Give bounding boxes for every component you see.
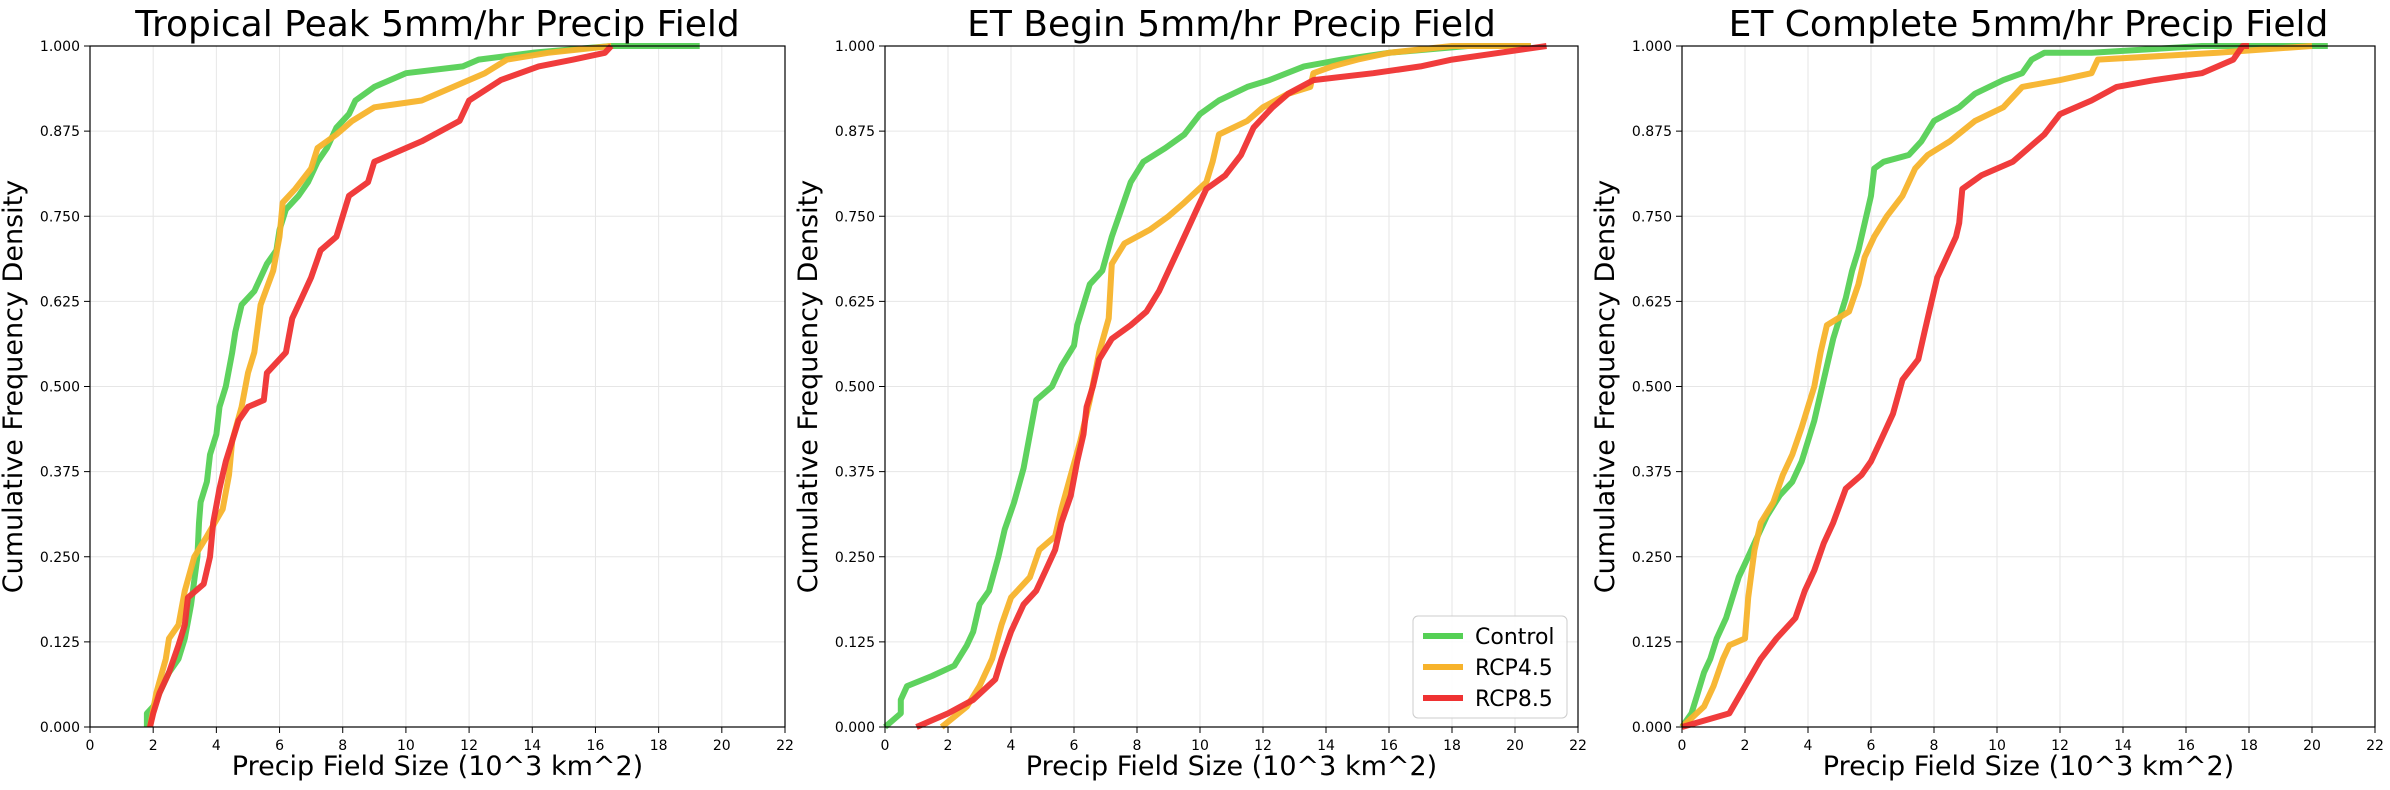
x-tick-label: 8	[1930, 738, 1939, 754]
x-axis-label: Precip Field Size (10^3 km^2)	[1026, 751, 1437, 782]
x-tick-label: 18	[650, 738, 668, 754]
x-tick-label: 6	[1867, 738, 1876, 754]
x-tick-label: 0	[86, 738, 95, 754]
x-tick-label: 14	[2114, 738, 2132, 754]
x-tick-label: 18	[2240, 738, 2258, 754]
y-tick-label: 0.000	[835, 720, 875, 736]
x-axis-label: Precip Field Size (10^3 km^2)	[1823, 751, 2234, 782]
x-tick-label: 18	[1443, 738, 1461, 754]
y-tick-label: 0.250	[835, 550, 875, 566]
x-tick-label: 20	[2303, 738, 2321, 754]
y-tick-label: 0.125	[1632, 635, 1672, 651]
x-tick-label: 2	[149, 738, 158, 754]
x-tick-label: 12	[460, 738, 478, 754]
x-tick-label: 4	[212, 738, 221, 754]
legend-box	[1412, 615, 1568, 719]
x-tick-label: 14	[1317, 738, 1335, 754]
x-tick-label: 16	[2177, 738, 2195, 754]
series-line-control	[143, 43, 700, 727]
x-tick-label: 22	[776, 738, 794, 754]
y-tick-label: 0.125	[835, 635, 875, 651]
x-tick-label: 10	[397, 738, 415, 754]
y-tick-label: 1.000	[835, 39, 875, 55]
y-tick-label: 0.250	[1632, 550, 1672, 566]
x-tick-label: 8	[1133, 738, 1142, 754]
y-tick-label: 0.375	[1632, 465, 1672, 481]
y-axis-label: Cumulative Frequency Density	[793, 180, 824, 593]
chart-title: Tropical Peak 5mm/hr Precip Field	[134, 4, 739, 45]
x-axis-label: Precip Field Size (10^3 km^2)	[232, 751, 643, 782]
y-tick-label: 0.000	[40, 720, 80, 736]
x-tick-label: 4	[1007, 738, 1016, 754]
x-tick-label: 2	[1741, 738, 1750, 754]
x-tick-label: 16	[1380, 738, 1398, 754]
x-tick-label: 10	[1988, 738, 2006, 754]
y-tick-label: 0.625	[40, 294, 80, 310]
y-tick-label: 0.875	[835, 124, 875, 140]
series-line-rcp85	[915, 43, 1547, 730]
legend-label: RCP4.5	[1475, 656, 1553, 681]
series-line-rcp45	[147, 43, 612, 728]
chart-title: ET Complete 5mm/hr Precip Field	[1729, 4, 2329, 45]
x-tick-label: 12	[1254, 738, 1272, 754]
x-tick-label: 16	[587, 738, 605, 754]
y-tick-label: 0.500	[40, 380, 80, 396]
y-tick-label: 1.000	[1632, 39, 1672, 55]
x-tick-label: 2	[944, 738, 953, 754]
x-tick-label: 8	[338, 738, 347, 754]
x-tick-label: 0	[1678, 738, 1687, 754]
x-tick-label: 22	[1569, 738, 1587, 754]
series-line-control	[1679, 43, 2328, 729]
y-axis-label: Cumulative Frequency Density	[0, 180, 29, 593]
series-line-rcp85	[1681, 43, 2249, 730]
y-axis-label: Cumulative Frequency Density	[1590, 180, 1621, 593]
x-tick-label: 20	[713, 738, 731, 754]
x-tick-label: 6	[1070, 738, 1079, 754]
x-tick-label: 4	[1804, 738, 1813, 754]
y-tick-label: 0.375	[835, 465, 875, 481]
series-line-rcp85	[147, 43, 614, 728]
y-tick-label: 0.750	[1632, 209, 1672, 225]
y-tick-label: 0.625	[835, 294, 875, 310]
x-tick-label: 20	[1506, 738, 1524, 754]
series-line-rcp45	[1679, 43, 2313, 730]
legend-label: RCP8.5	[1475, 687, 1553, 712]
x-tick-label: 12	[2051, 738, 2069, 754]
x-tick-label: 0	[881, 738, 890, 754]
y-tick-label: 0.500	[1632, 380, 1672, 396]
x-tick-label: 10	[1191, 738, 1209, 754]
y-tick-label: 0.625	[1632, 294, 1672, 310]
y-tick-label: 1.000	[40, 39, 80, 55]
legend-label: Control	[1475, 625, 1555, 650]
y-tick-label: 0.375	[40, 465, 80, 481]
y-tick-label: 0.875	[40, 124, 80, 140]
y-tick-label: 0.750	[835, 209, 875, 225]
y-tick-label: 0.000	[1632, 720, 1672, 736]
panel-et-begin: 0 2 4 6 8 10 12 14 16 18 20 22 0.000 0.125 0.250 0.375 0…	[793, 4, 1587, 782]
panel-tropical-peak: 0 2 4 6 8 10 12 14 16 18 20 22 0.000 0.125 0.250 0.375 0…	[0, 4, 794, 782]
y-tick-label: 0.125	[40, 635, 80, 651]
y-tick-label: 0.750	[40, 209, 80, 225]
x-tick-label: 22	[2366, 738, 2384, 754]
y-tick-label: 0.875	[1632, 124, 1672, 140]
y-tick-label: 0.500	[835, 380, 875, 396]
chart-title: ET Begin 5mm/hr Precip Field	[967, 4, 1496, 45]
x-tick-label: 6	[275, 738, 284, 754]
x-tick-label: 14	[523, 738, 541, 754]
y-tick-label: 0.250	[40, 550, 80, 566]
panel-et-complete: 0 2 4 6 8 10 12 14 16 18 20 22 0.000 0.125 0.250 0.375 0…	[1590, 4, 2384, 782]
series-line-control	[883, 43, 1531, 730]
